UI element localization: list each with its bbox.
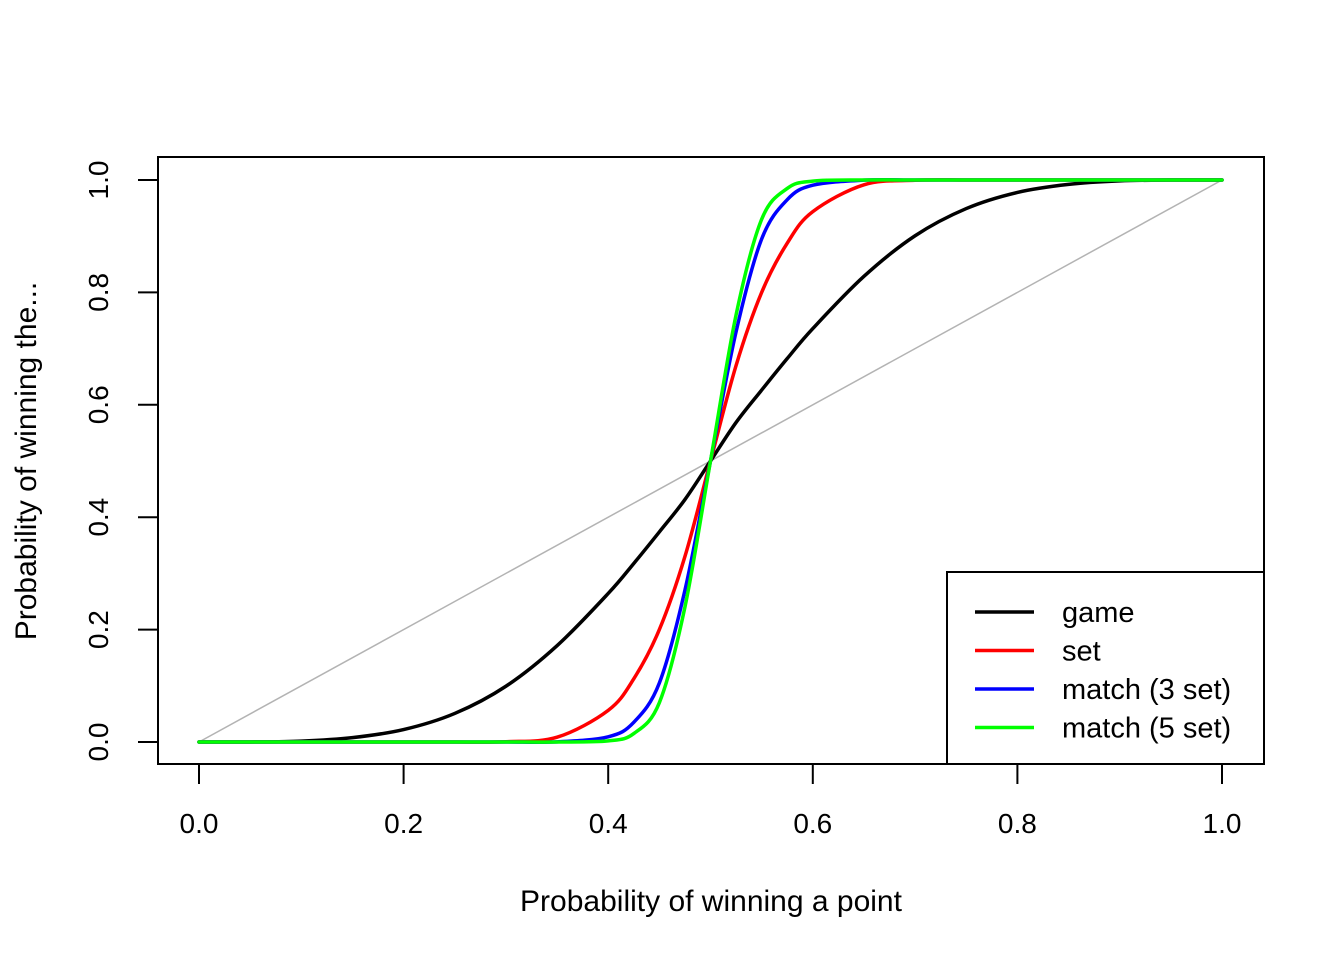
legend: game set match (3 set) match (5 set) [946, 571, 1265, 765]
y-axis-title: Probability of winning the... [10, 282, 43, 641]
y-tick-label: 0.8 [83, 273, 114, 312]
x-axis: 0.0 0.2 0.4 0.6 0.8 1.0 [180, 763, 1242, 839]
y-tick-label: 1.0 [83, 161, 114, 200]
series-layer [197, 177, 1224, 745]
y-tick-label: 0.4 [83, 498, 114, 537]
y-tick-label: 0.0 [83, 723, 114, 762]
x-tick-label: 0.0 [180, 808, 219, 839]
y-axis: 0.0 0.2 0.4 0.6 0.8 1.0 [83, 161, 159, 762]
x-tick-label: 0.6 [793, 808, 832, 839]
x-axis-title: Probability of winning a point [520, 885, 903, 918]
legend-box [946, 571, 1265, 765]
x-tick-label: 1.0 [1203, 808, 1242, 839]
series-line-4 [197, 178, 1224, 744]
y-tick-label: 0.6 [83, 385, 114, 424]
x-tick-label: 0.4 [589, 808, 628, 839]
legend-label: match (5 set) [1062, 713, 1231, 745]
legend-label: game [1062, 597, 1135, 629]
legend-label: match (3 set) [1062, 674, 1231, 706]
x-tick-label: 0.8 [998, 808, 1037, 839]
x-tick-label: 0.2 [384, 808, 423, 839]
legend-label: set [1062, 636, 1101, 668]
y-tick-label: 0.2 [83, 610, 114, 649]
